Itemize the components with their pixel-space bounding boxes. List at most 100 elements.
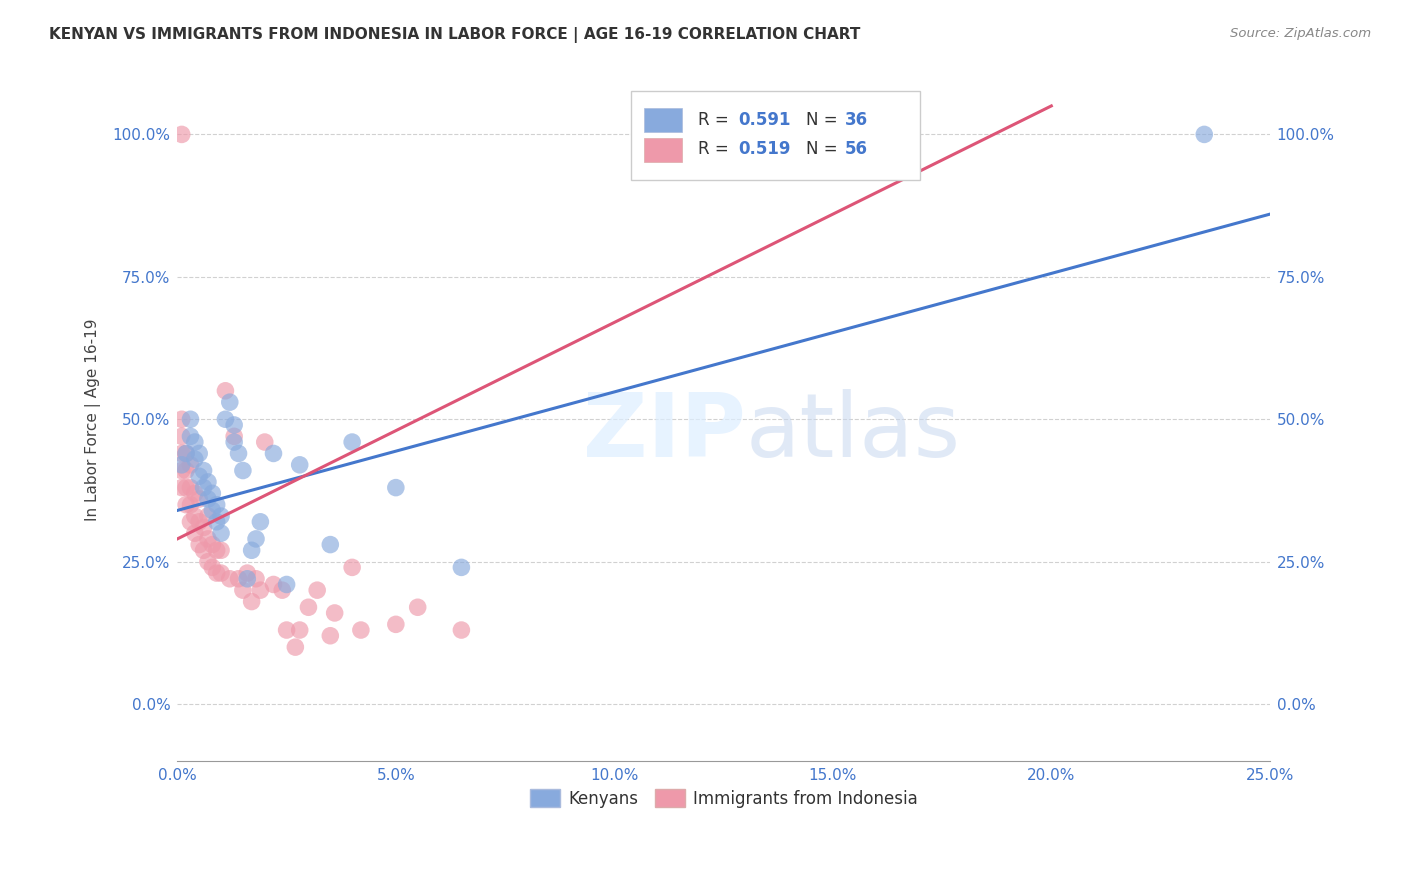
Text: 36: 36 (845, 111, 868, 129)
Point (179, 458, 201, 472)
Point (193, 481, 215, 495)
Text: 0.519: 0.519 (738, 140, 790, 159)
Point (184, 435, 207, 450)
Point (170, 481, 193, 495)
Point (197, 509, 219, 524)
Point (209, 509, 232, 524)
Point (288, 458, 311, 472)
Text: Source: ZipAtlas.com: Source: ZipAtlas.com (1230, 27, 1371, 40)
Point (188, 446, 211, 460)
Point (174, 446, 197, 460)
Point (214, 412, 236, 426)
Point (276, 577, 298, 591)
Point (174, 446, 197, 460)
Text: atlas: atlas (745, 390, 960, 476)
Point (1194, 128, 1216, 142)
Point (184, 486, 207, 500)
Point (170, 458, 193, 472)
Point (179, 429, 201, 443)
Point (170, 128, 193, 142)
Point (319, 629, 342, 643)
Point (188, 515, 211, 529)
Point (201, 503, 224, 517)
Point (193, 520, 215, 534)
Point (201, 538, 224, 552)
Point (236, 572, 259, 586)
Point (201, 486, 224, 500)
Point (197, 475, 219, 489)
Point (193, 543, 215, 558)
Point (209, 526, 232, 541)
Point (245, 532, 267, 546)
Text: 56: 56 (845, 140, 868, 159)
Point (271, 583, 294, 598)
Text: ZIP: ZIP (582, 390, 745, 476)
Point (179, 412, 201, 426)
Point (245, 572, 267, 586)
Point (179, 481, 201, 495)
Point (174, 464, 197, 478)
Point (232, 464, 254, 478)
Point (224, 435, 246, 450)
Point (263, 577, 285, 591)
Point (193, 464, 215, 478)
Point (406, 600, 429, 615)
Point (236, 566, 259, 580)
Point (197, 491, 219, 506)
Point (174, 498, 197, 512)
Point (240, 594, 263, 608)
Point (179, 498, 201, 512)
Point (224, 429, 246, 443)
Point (209, 566, 232, 580)
Point (170, 446, 193, 460)
Point (319, 538, 342, 552)
Point (201, 560, 224, 574)
Text: N =: N = (806, 111, 842, 129)
Point (179, 515, 201, 529)
Point (307, 583, 329, 598)
Text: 0.591: 0.591 (738, 111, 790, 129)
Point (228, 446, 250, 460)
Point (249, 515, 271, 529)
Point (170, 464, 193, 478)
Point (263, 446, 285, 460)
Bar (644, 137, 682, 161)
Point (253, 435, 276, 450)
Point (240, 543, 263, 558)
Point (350, 623, 373, 637)
Point (323, 606, 346, 620)
Y-axis label: In Labor Force | Age 16-19: In Labor Force | Age 16-19 (86, 318, 101, 521)
Point (218, 395, 240, 409)
Point (170, 412, 193, 426)
Point (170, 429, 193, 443)
Point (214, 384, 236, 398)
Point (297, 600, 319, 615)
Point (385, 617, 408, 632)
Point (249, 583, 271, 598)
Point (205, 515, 228, 529)
Point (184, 526, 207, 541)
Bar (644, 108, 682, 132)
Point (288, 623, 311, 637)
Point (197, 555, 219, 569)
Text: R =: R = (699, 111, 734, 129)
Point (197, 532, 219, 546)
Point (205, 543, 228, 558)
Point (284, 640, 307, 654)
Point (385, 481, 408, 495)
Point (174, 481, 197, 495)
Text: R =: R = (699, 140, 734, 159)
Point (184, 509, 207, 524)
Point (218, 572, 240, 586)
Point (228, 572, 250, 586)
Point (450, 623, 472, 637)
Point (205, 566, 228, 580)
Point (340, 560, 363, 574)
Point (224, 417, 246, 432)
Point (188, 491, 211, 506)
Point (276, 623, 298, 637)
Point (232, 583, 254, 598)
Text: KENYAN VS IMMIGRANTS FROM INDONESIA IN LABOR FORCE | AGE 16-19 CORRELATION CHART: KENYAN VS IMMIGRANTS FROM INDONESIA IN L… (49, 27, 860, 43)
Point (209, 543, 232, 558)
Point (184, 452, 207, 467)
